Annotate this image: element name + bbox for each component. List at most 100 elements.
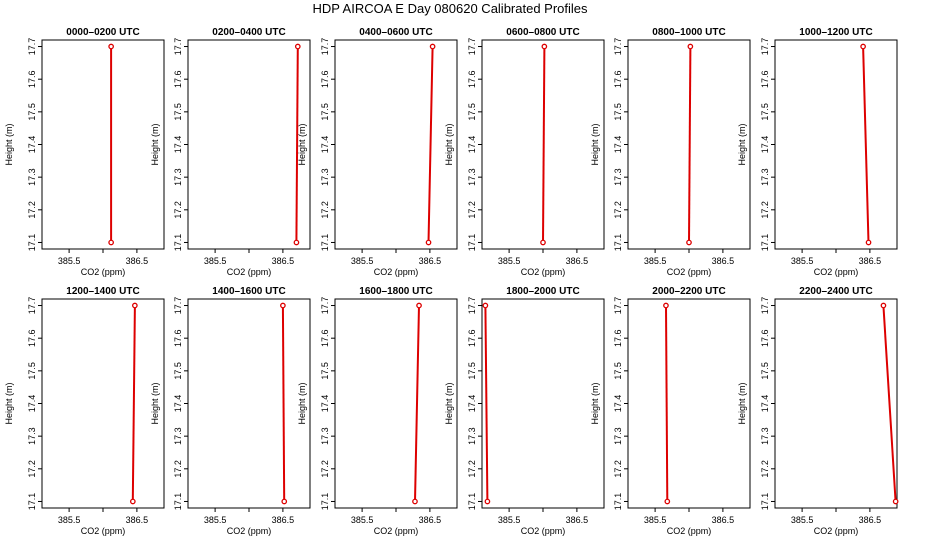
x-tick-label: 386.5 (126, 515, 149, 525)
y-tick-label: 17.6 (467, 70, 477, 88)
y-tick-label: 17.4 (320, 395, 330, 413)
y-axis-label: Height (m) (590, 123, 600, 165)
y-tick-label: 17.3 (27, 168, 37, 186)
y-tick-label: 17.4 (27, 136, 37, 154)
y-tick-label: 17.5 (467, 103, 477, 121)
profile-line (281, 305, 286, 502)
y-tick-label: 17.2 (467, 201, 477, 219)
profile-point (132, 302, 138, 309)
y-tick-label: 17.4 (173, 136, 183, 154)
plot-frame (187, 39, 311, 250)
y-tick-label: 17.6 (27, 70, 37, 88)
profile-line (295, 46, 299, 243)
profile-point (686, 239, 692, 246)
y-tick-label: 17.2 (173, 201, 183, 219)
profile-line (862, 46, 870, 243)
panel-grid: 0000–0200 UTC 385.5 386.5 17.1 17.2 17.3 17.4 1… (4, 27, 899, 536)
y-axis-label: Height (m) (737, 123, 747, 165)
panel-4: 0800–1000 UTC 385.5 386.5 17.1 17.2 17.3 17.4 1… (590, 27, 751, 277)
panel-1: 0200–0400 UTC 385.5 386.5 17.1 17.2 17.3 17.4 1… (150, 27, 311, 277)
panel-2: 0400–0600 UTC 385.5 386.5 17.1 17.2 17.3 17.4 1… (297, 27, 458, 277)
y-tick-label: 17.7 (320, 38, 330, 56)
profile-point (281, 498, 288, 505)
panel-title: 1200–1400 UTC (66, 286, 139, 297)
y-tick-label: 17.3 (320, 427, 330, 445)
panel-title: 2000–2200 UTC (652, 286, 725, 297)
y-tick-label: 17.1 (173, 234, 183, 252)
plot-frame (774, 298, 898, 509)
y-tick-label: 17.7 (613, 297, 623, 315)
profile-point (860, 43, 866, 50)
y-tick-label: 17.3 (760, 427, 770, 445)
y-tick-label: 17.3 (760, 168, 770, 186)
panel-title: 0000–0200 UTC (66, 27, 139, 38)
profile-point (482, 302, 489, 309)
panel-8: 1600–1800 UTC 385.5 386.5 17.1 17.2 17.3 17.4 1… (297, 286, 458, 536)
y-tick-label: 17.4 (467, 395, 477, 413)
y-axis-label: Height (m) (444, 382, 454, 424)
y-tick-label: 17.7 (467, 38, 477, 56)
profile-line (882, 305, 897, 502)
y-tick-label: 17.1 (760, 493, 770, 511)
y-tick-label: 17.5 (613, 103, 623, 121)
y-axis-label: Height (m) (4, 382, 14, 424)
y-tick-label: 17.3 (467, 168, 477, 186)
y-tick-label: 17.6 (613, 70, 623, 88)
y-tick-label: 17.6 (760, 70, 770, 88)
y-axis-label: Height (m) (150, 382, 160, 424)
y-tick-label: 17.6 (320, 70, 330, 88)
x-axis-label: CO2 (ppm) (81, 526, 126, 536)
x-axis-label: CO2 (ppm) (667, 526, 712, 536)
x-axis-label: CO2 (ppm) (521, 267, 566, 277)
profile-point (484, 498, 491, 505)
x-tick-label: 386.5 (272, 515, 295, 525)
y-tick-label: 17.7 (760, 297, 770, 315)
y-axis-label: Height (m) (4, 123, 14, 165)
plot-frame (774, 39, 898, 250)
profile-line (414, 305, 420, 502)
y-tick-label: 17.3 (173, 427, 183, 445)
plot-frame (481, 298, 605, 509)
x-axis-label: CO2 (ppm) (814, 526, 859, 536)
y-axis-label: Height (m) (297, 123, 307, 165)
x-tick-label: 385.5 (498, 515, 521, 525)
x-axis-label: CO2 (ppm) (374, 267, 419, 277)
y-tick-label: 17.2 (760, 460, 770, 478)
x-tick-label: 385.5 (644, 256, 667, 266)
profile-point (412, 498, 418, 505)
x-tick-label: 386.5 (126, 256, 149, 266)
x-tick-label: 385.5 (204, 515, 227, 525)
y-tick-label: 17.3 (320, 168, 330, 186)
y-tick-label: 17.5 (613, 362, 623, 380)
y-tick-label: 17.6 (613, 329, 623, 347)
panel-7: 1400–1600 UTC 385.5 386.5 17.1 17.2 17.3 17.4 1… (150, 286, 311, 536)
panel-title: 0600–0800 UTC (506, 27, 579, 38)
plot-frame (627, 298, 751, 509)
figure-title: HDP AIRCOA E Day 080620 Calibrated Profi… (312, 1, 588, 16)
panel-11: 2200–2400 UTC 385.5 386.5 17.1 17.2 17.3 17.4 1… (737, 286, 899, 536)
y-axis-label: Height (m) (737, 382, 747, 424)
y-tick-label: 17.2 (320, 460, 330, 478)
y-tick-label: 17.7 (613, 38, 623, 56)
x-axis-label: CO2 (ppm) (814, 267, 859, 277)
y-tick-label: 17.3 (613, 427, 623, 445)
profile-line (542, 46, 546, 243)
y-tick-label: 17.2 (27, 460, 37, 478)
y-tick-label: 17.6 (760, 329, 770, 347)
x-tick-label: 385.5 (351, 256, 374, 266)
y-tick-label: 17.5 (320, 362, 330, 380)
panel-title: 1800–2000 UTC (506, 286, 579, 297)
profile-point (687, 43, 694, 50)
panel-5: 1000–1200 UTC 385.5 386.5 17.1 17.2 17.3 17.4 1… (737, 27, 898, 277)
plot-frame (187, 298, 311, 509)
x-axis-label: CO2 (ppm) (521, 526, 566, 536)
panel-title: 1600–1800 UTC (359, 286, 432, 297)
plot-frame (334, 298, 458, 509)
y-tick-label: 17.4 (760, 395, 770, 413)
x-tick-label: 386.5 (566, 515, 589, 525)
panel-0: 0000–0200 UTC 385.5 386.5 17.1 17.2 17.3 17.4 1… (4, 27, 165, 277)
y-tick-label: 17.4 (467, 136, 477, 154)
panel-10: 2000–2200 UTC 385.5 386.5 17.1 17.2 17.3 17.4 1… (590, 286, 751, 536)
profile-point (108, 43, 114, 50)
y-tick-label: 17.5 (173, 362, 183, 380)
